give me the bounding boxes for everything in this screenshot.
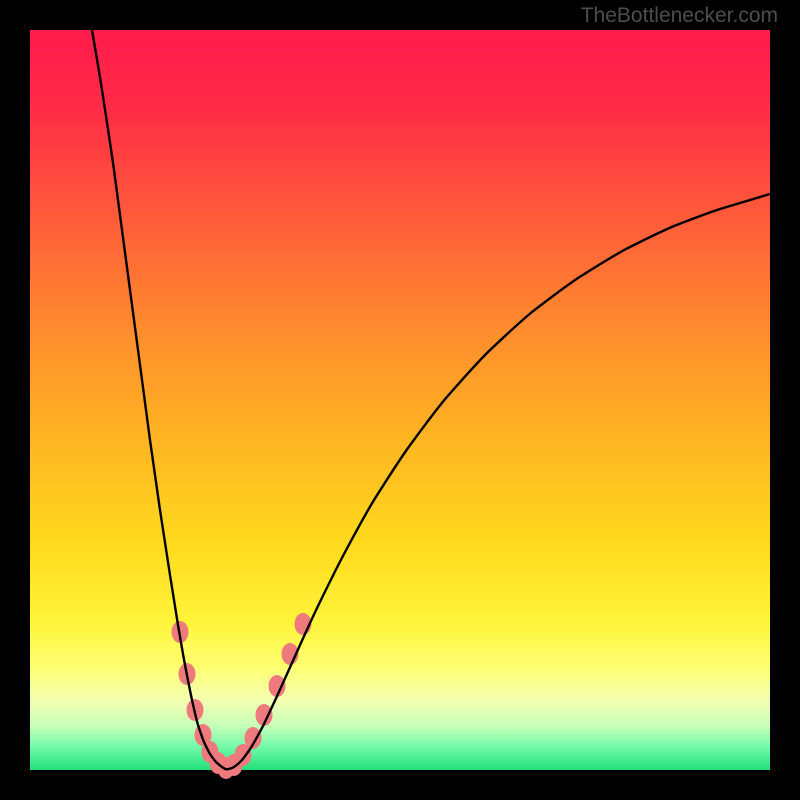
plot-area [30, 30, 770, 770]
chart-frame: TheBottlenecker.com [0, 0, 800, 800]
markers-group [172, 613, 312, 779]
bottleneck-curve [92, 30, 770, 769]
watermark-text: TheBottlenecker.com [581, 4, 778, 28]
curve-layer [30, 30, 770, 770]
